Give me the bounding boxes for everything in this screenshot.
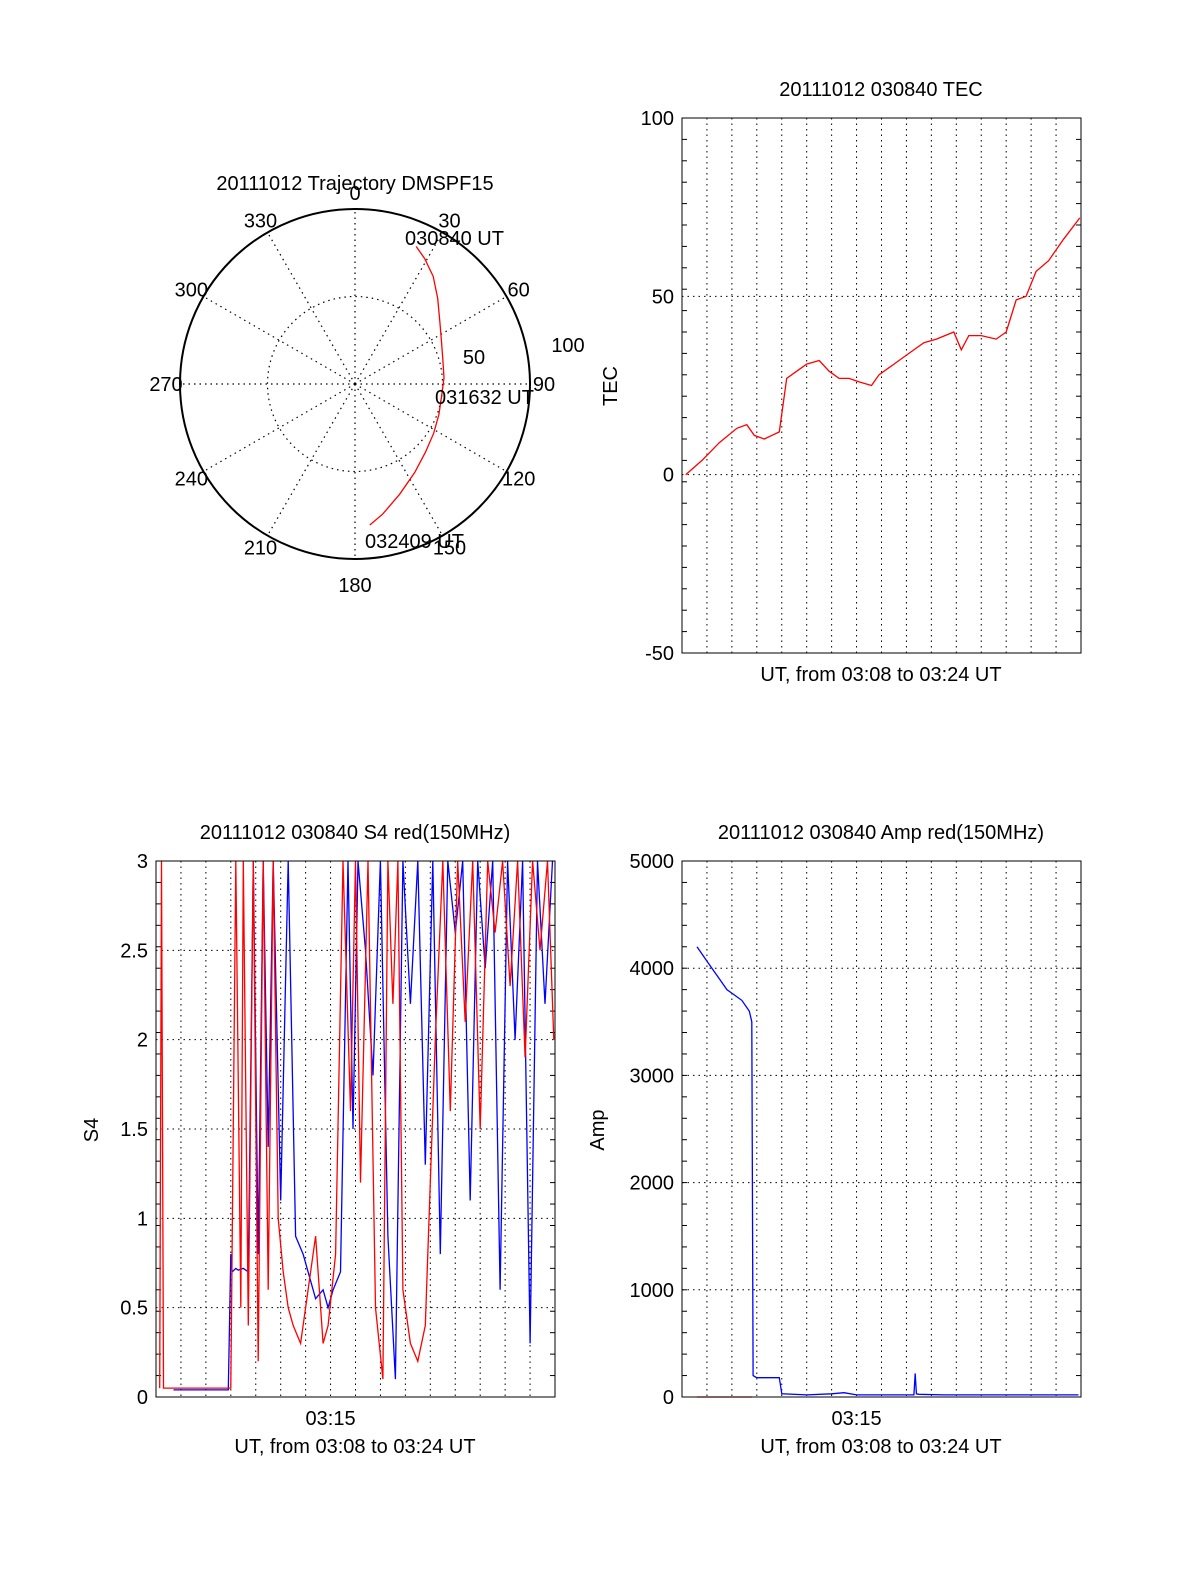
polar-azimuth-label: 150 [433, 538, 466, 560]
amp-title: 20111012 030840 Amp red(150MHz) [718, 822, 1044, 844]
amp-xlabel: UT, from 03:08 to 03:24 UT [760, 1436, 1001, 1458]
amp-ytick-label: 4000 [630, 958, 675, 980]
amp-ylabel: Amp [587, 1109, 609, 1150]
amp-ytick-label: 3000 [630, 1065, 675, 1087]
s4-ytick-label: 0.5 [120, 1298, 148, 1320]
polar-trajectory-panel: 20111012 Trajectory DMSPF15 0 30 60 90 120 15… [149, 173, 584, 597]
tec-series-line-0 [685, 217, 1081, 476]
amp-ytick-label: 5000 [630, 851, 675, 873]
amp-ytick-label: 1000 [630, 1280, 675, 1302]
polar-azimuth-label: 0 [349, 183, 360, 205]
s4-tick-labels: 0 0.5 1 1.5 2 2.5 3 03:15 [120, 851, 355, 1430]
s4-title: 20111012 030840 S4 red(150MHz) [200, 822, 511, 844]
polar-spoke [266, 383, 356, 536]
s4-series-line-1 [159, 860, 555, 1389]
polar-ring-50 [266, 295, 444, 473]
trajectory-mid-annotation: 031632 UT [435, 387, 534, 409]
amp-xtick-label: 03:15 [832, 1408, 882, 1430]
tec-panel: 20111012 030840 TEC -50 0 50 100 UT, from 0… [600, 79, 1082, 686]
polar-spoke [354, 383, 444, 536]
s4-ytick-label: 0 [137, 1387, 148, 1409]
s4-ylabel: S4 [81, 1118, 103, 1142]
s4-xtick-label: 03:15 [306, 1408, 356, 1430]
amp-panel: 20111012 030840 Amp red(150MHz) 0 1000 200… [587, 822, 1082, 1458]
tec-ytick-label: -50 [645, 643, 674, 665]
s4-grid [156, 861, 555, 1397]
polar-azimuth-label: 120 [502, 469, 535, 491]
trajectory-start-annotation: 030840 UT [405, 228, 504, 250]
s4-ytick-label: 2.5 [120, 940, 148, 962]
tec-ylabel: TEC [600, 366, 622, 406]
polar-azimuth-label: 90 [533, 374, 555, 396]
polar-azimuth-label: 240 [175, 469, 208, 491]
polar-title: 20111012 Trajectory DMSPF15 [216, 173, 493, 195]
trajectory-end-annotation: 032409 UT [365, 531, 464, 553]
polar-spoke [354, 295, 507, 385]
polar-azimuth-label: 300 [175, 280, 208, 302]
polar-azimuth-label: 330 [244, 210, 277, 232]
amp-tick-labels: 0 1000 2000 3000 4000 5000 03:15 [630, 851, 882, 1430]
s4-plot-frame [155, 860, 556, 1398]
tec-ytick-label: 100 [641, 108, 674, 130]
tec-plot-frame [681, 117, 1082, 654]
polar-spoke [266, 232, 356, 385]
amp-ytick-label: 2000 [630, 1173, 675, 1195]
polar-azimuth-label: 180 [338, 575, 371, 597]
tec-xlabel: UT, from 03:08 to 03:24 UT [760, 664, 1001, 686]
polar-azimuth-label: 270 [149, 374, 182, 396]
polar-azimuth-labels: 0 30 60 90 120 150 180 210 240 270 300 330 [149, 183, 555, 597]
s4-ytick-label: 1 [137, 1208, 148, 1230]
s4-ytick-label: 1.5 [120, 1119, 148, 1141]
tec-ytick-label: 0 [663, 465, 674, 487]
amp-ytick-label: 0 [663, 1387, 674, 1409]
tec-ytick-label: 50 [652, 286, 674, 308]
s4-panel: 20111012 030840 S4 red(150MHz) 0 0.5 1 1.5 2… [81, 822, 556, 1458]
polar-radial-label-100: 100 [551, 335, 584, 357]
polar-grid [180, 209, 530, 559]
polar-trajectory-series [369, 246, 445, 526]
polar-azimuth-label: 30 [438, 210, 460, 232]
amp-plot-frame [681, 860, 1082, 1398]
polar-azimuth-label: 210 [244, 538, 277, 560]
s4-ytick-label: 2 [137, 1030, 148, 1052]
s4-xlabel: UT, from 03:08 to 03:24 UT [234, 1436, 475, 1458]
s4-ytick-label: 3 [137, 851, 148, 873]
amp-series [696, 946, 1079, 1398]
tec-grid [682, 118, 1081, 653]
tec-title: 20111012 030840 TEC [779, 79, 983, 101]
tec-series [685, 217, 1081, 476]
polar-radial-label-50: 50 [463, 347, 485, 369]
polar-azimuth-label: 60 [508, 280, 530, 302]
tec-tick-labels: -50 0 50 100 [641, 108, 674, 665]
polar-spoke [203, 383, 356, 473]
amp-series-line-1 [696, 946, 1079, 1396]
polar-outer-circle [179, 208, 531, 560]
amp-grid [682, 861, 1081, 1397]
polar-trajectory-line [369, 246, 445, 526]
s4-series [159, 860, 555, 1391]
